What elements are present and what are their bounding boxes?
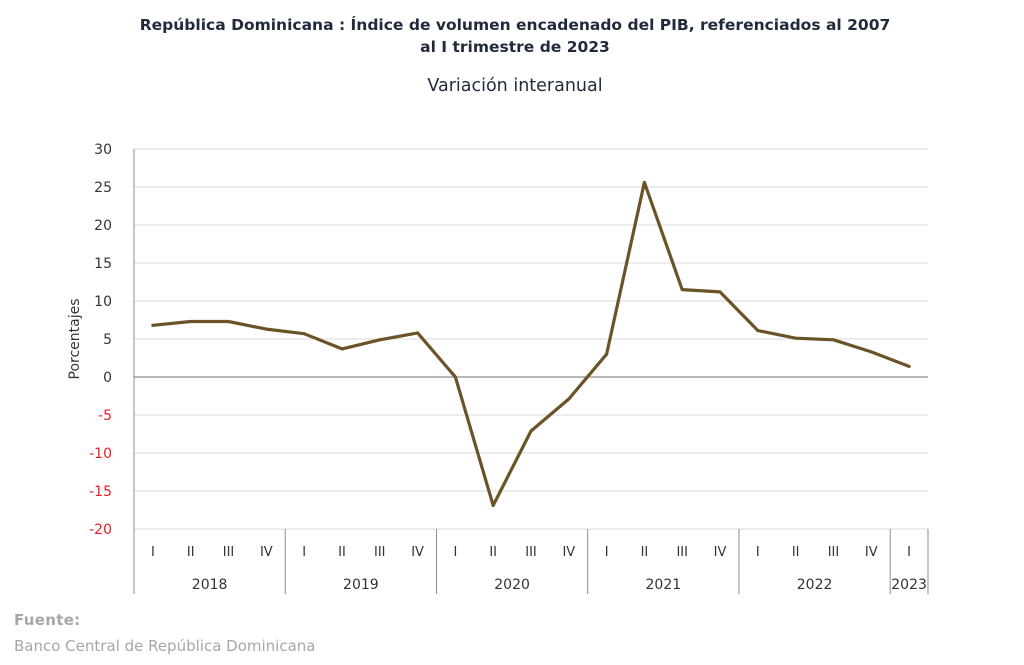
data-point [642, 180, 646, 184]
x-tick-label-quarter: III [223, 545, 235, 560]
chart-subtitle: Variación interanual [427, 76, 603, 96]
data-point [605, 352, 609, 356]
data-point [718, 290, 722, 294]
data-point [567, 397, 571, 401]
source-text: Banco Central de República Dominicana [14, 637, 316, 655]
data-point [302, 332, 306, 336]
data-point [491, 503, 495, 507]
x-tick-label-quarter: I [756, 545, 760, 560]
x-tick-label-quarter: III [676, 545, 688, 560]
x-tick-label-quarter: III [525, 545, 537, 560]
x-tick-label-quarter: III [828, 545, 840, 560]
x-tick-label-year: 2023 [891, 577, 927, 593]
x-tick-label-quarter: IV [865, 545, 878, 560]
y-tick-label: 25 [94, 180, 112, 196]
data-point [151, 323, 155, 327]
x-tick-label-quarter: IV [562, 545, 575, 560]
chart-title-line1: República Dominicana : Índice de volumen… [139, 16, 891, 34]
x-tick-label-quarter: I [151, 545, 155, 560]
x-tick-label-quarter: II [792, 545, 800, 560]
x-tick-label-quarter: I [907, 545, 911, 560]
data-point [869, 350, 873, 354]
data-point [794, 336, 798, 340]
y-tick-label: 20 [94, 218, 112, 234]
chart-title-line2: al I trimestre de 2023 [420, 38, 610, 56]
x-tick-label-quarter: IV [411, 545, 424, 560]
data-point [907, 364, 911, 368]
data-point [378, 338, 382, 342]
data-point [756, 329, 760, 333]
data-point [680, 288, 684, 292]
y-tick-label: -15 [89, 484, 112, 500]
y-tick-label: 30 [94, 142, 112, 158]
y-tick-label: 0 [103, 370, 112, 386]
data-point [416, 331, 420, 335]
x-tick-label-year: 2019 [343, 577, 379, 593]
x-tick-label-quarter: I [453, 545, 457, 560]
y-tick-label: -20 [89, 522, 112, 538]
source-label: Fuente: [14, 611, 81, 629]
chart-title: República Dominicana : Índice de volumen… [0, 14, 1024, 58]
data-point [227, 320, 231, 324]
data-point [340, 347, 344, 351]
data-point [264, 327, 268, 331]
x-tick-label-year: 2021 [646, 577, 682, 593]
x-tick-label-quarter: III [374, 545, 386, 560]
x-tick-label-quarter: IV [260, 545, 273, 560]
x-tick-label-quarter: II [187, 545, 195, 560]
y-tick-label: -5 [98, 408, 112, 424]
x-tick-label-quarter: I [605, 545, 609, 560]
y-axis-title: Porcentajes [67, 298, 83, 379]
data-point [831, 338, 835, 342]
x-tick-label-year: 2022 [797, 577, 833, 593]
data-point [529, 429, 533, 433]
y-tick-label: 15 [94, 256, 112, 272]
title-block: República Dominicana : Índice de volumen… [0, 14, 1024, 96]
y-tick-label: 5 [103, 332, 112, 348]
x-tick-label-quarter: II [641, 545, 649, 560]
y-tick-label: 10 [94, 294, 112, 310]
x-tick-label-quarter: I [302, 545, 306, 560]
data-point [189, 320, 193, 324]
x-tick-label-year: 2020 [494, 577, 530, 593]
x-tick-label-year: 2018 [192, 577, 228, 593]
x-tick-label-quarter: II [489, 545, 497, 560]
series-line [151, 180, 911, 507]
y-tick-label: -10 [89, 446, 112, 462]
x-tick-label-quarter: IV [714, 545, 727, 560]
data-point [453, 375, 457, 379]
x-tick-label-quarter: II [338, 545, 346, 560]
